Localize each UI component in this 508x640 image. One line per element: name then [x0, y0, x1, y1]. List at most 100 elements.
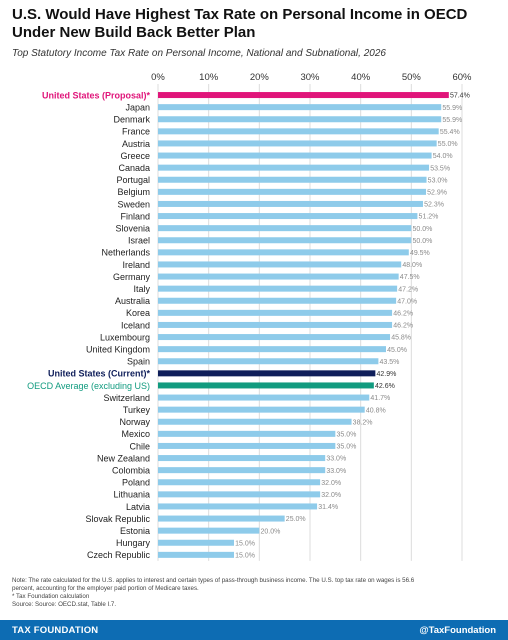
- category-label: Latvia: [126, 502, 150, 512]
- bar: [158, 467, 326, 474]
- bar: [158, 503, 318, 510]
- value-label: 20.0%: [260, 528, 280, 535]
- value-label: 35.0%: [336, 444, 356, 451]
- category-label: Sweden: [117, 199, 150, 209]
- category-label: Hungary: [116, 538, 151, 548]
- category-label: Mexico: [121, 429, 150, 439]
- bar: [158, 479, 321, 486]
- bar: [158, 237, 412, 244]
- category-label: Finland: [120, 211, 150, 221]
- category-label: Colombia: [112, 465, 150, 475]
- x-tick-label: 10%: [199, 72, 219, 83]
- bar: [158, 188, 427, 195]
- note-line: percent, accounting for the employer pai…: [12, 585, 199, 592]
- category-label: Japan: [125, 102, 150, 112]
- value-label: 52.9%: [427, 189, 447, 196]
- value-label: 47.2%: [398, 286, 418, 293]
- value-label: 53.5%: [430, 165, 450, 172]
- category-label: Denmark: [113, 115, 150, 125]
- bar: [158, 418, 352, 425]
- value-label: 48.0%: [402, 262, 422, 269]
- category-label: United States (Current)*: [48, 369, 151, 379]
- chart-title: U.S. Would Have Highest Tax Rate on Pers…: [12, 6, 468, 41]
- bar: [158, 273, 399, 280]
- bar: [158, 321, 393, 328]
- category-label: Canada: [118, 163, 150, 173]
- bar: [158, 92, 449, 99]
- bar: [158, 128, 439, 135]
- category-label: OECD Average (excluding US): [27, 381, 150, 391]
- value-label: 46.2%: [393, 310, 413, 317]
- bar: [158, 225, 412, 232]
- value-label: 31.4%: [318, 504, 338, 511]
- category-label: Germany: [113, 272, 151, 282]
- category-label: Greece: [120, 151, 150, 161]
- value-label: 42.9%: [377, 371, 397, 378]
- bar: [158, 285, 398, 292]
- category-label: Belgium: [117, 187, 150, 197]
- bar: [158, 261, 402, 268]
- bar: [158, 164, 430, 171]
- value-label: 45.0%: [387, 347, 407, 354]
- value-label: 55.4%: [440, 129, 460, 136]
- value-label: 57.4%: [450, 93, 470, 100]
- category-label: Poland: [122, 478, 150, 488]
- value-label: 38.2%: [353, 419, 373, 426]
- value-label: 54.0%: [433, 153, 453, 160]
- category-label: Estonia: [120, 526, 150, 536]
- value-label: 51.2%: [419, 214, 439, 221]
- source-line: Source: Source: OECD.stat, Table I.7.: [12, 601, 117, 608]
- bar: [158, 249, 409, 256]
- value-label: 43.5%: [380, 359, 400, 366]
- bar: [158, 551, 234, 558]
- bar: [158, 309, 393, 316]
- value-label: 41.7%: [370, 395, 390, 402]
- value-label: 49.5%: [410, 250, 430, 257]
- bar: [158, 104, 442, 111]
- bar: [158, 406, 365, 413]
- value-label: 55.0%: [438, 141, 458, 148]
- bar-chart: 0% 10% 20% 30% 40% 50% 60% United States (Propo…: [27, 72, 472, 561]
- bar: [158, 200, 423, 207]
- x-tick-label: 30%: [300, 72, 320, 83]
- bar: [158, 116, 442, 123]
- value-label: 33.0%: [326, 468, 346, 475]
- x-tick-label: 60%: [452, 72, 472, 83]
- bar: [158, 152, 432, 159]
- bar: [158, 334, 391, 341]
- chart-subtitle: Top Statutory Income Tax Rate on Persona…: [12, 48, 386, 59]
- value-label: 25.0%: [286, 516, 306, 523]
- x-tick-label: 50%: [402, 72, 422, 83]
- category-label: New Zealand: [97, 453, 150, 463]
- category-label: Spain: [127, 357, 150, 367]
- value-label: 33.0%: [326, 456, 346, 463]
- bar: [158, 442, 336, 449]
- bar: [158, 539, 234, 546]
- note-line: Note: The rate calculated for the U.S. a…: [12, 577, 415, 584]
- footer-bar: TAX FOUNDATION @TaxFoundation: [0, 620, 508, 640]
- bar: [158, 515, 285, 522]
- value-label: 42.6%: [375, 383, 395, 390]
- category-label: Australia: [115, 296, 150, 306]
- value-label: 55.9%: [442, 117, 462, 124]
- category-label: Italy: [133, 284, 150, 294]
- value-label: 15.0%: [235, 552, 255, 559]
- value-label: 52.3%: [424, 202, 444, 209]
- category-label: Portugal: [116, 175, 150, 185]
- category-label: Lithuania: [113, 490, 150, 500]
- category-label: Iceland: [121, 320, 150, 330]
- bar: [158, 430, 336, 437]
- category-label: Turkey: [123, 405, 151, 415]
- chart-notes: Note: The rate calculated for the U.S. a…: [12, 577, 502, 609]
- category-label: Austria: [122, 139, 150, 149]
- bar: [158, 491, 321, 498]
- category-label: Slovak Republic: [85, 514, 150, 524]
- bar: [158, 213, 418, 220]
- bar: [158, 370, 376, 377]
- category-label: United States (Proposal)*: [42, 90, 151, 100]
- value-label: 55.9%: [442, 105, 462, 112]
- category-label: Ireland: [122, 260, 150, 270]
- category-label: Korea: [126, 308, 150, 318]
- value-label: 47.0%: [397, 298, 417, 305]
- bar: [158, 394, 370, 401]
